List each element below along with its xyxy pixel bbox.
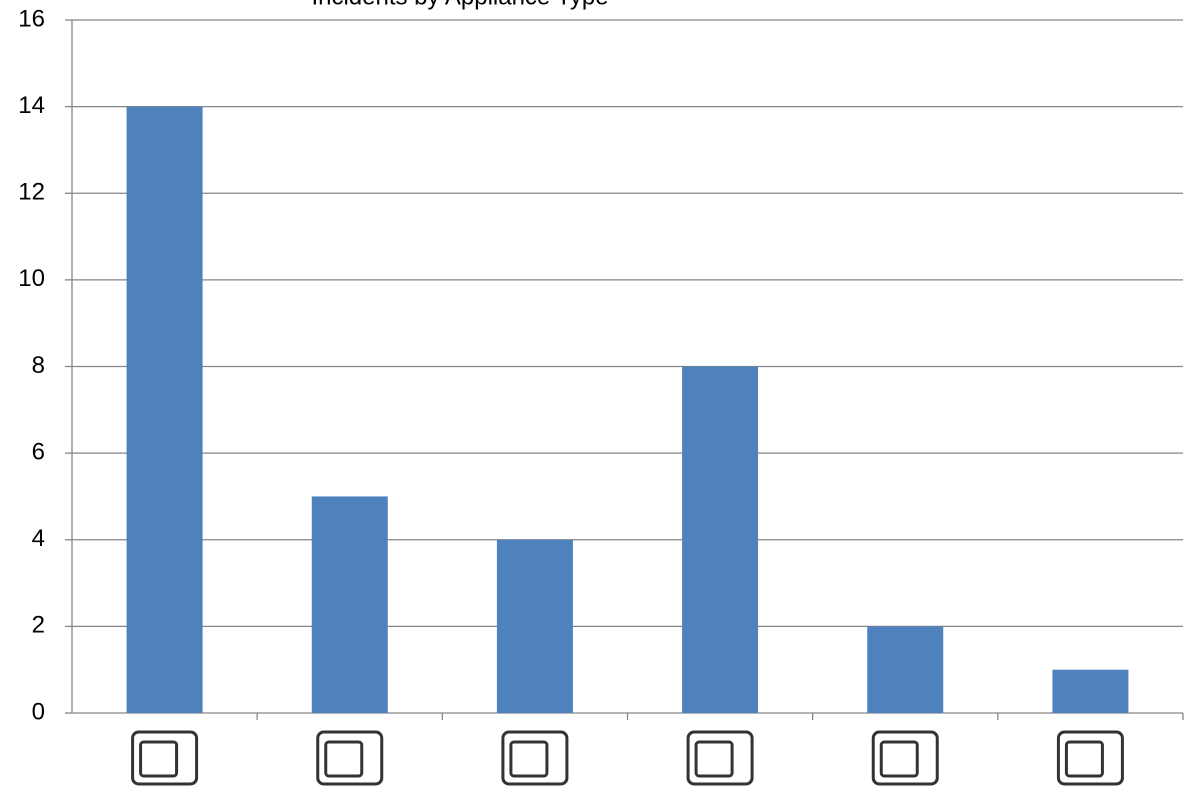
bar [311,496,388,713]
icon-window [694,740,734,778]
icon-body [871,730,939,786]
icon-body [1056,730,1124,786]
bar [867,626,944,713]
y-tick-label: 14 [18,92,45,119]
icon-body [316,730,384,786]
icon-body [501,730,569,786]
appliance-icon [871,730,939,786]
y-tick-label: 2 [32,612,45,639]
appliance-icon [131,730,199,786]
chart-title: Incidents by Appliance Type [311,0,608,10]
y-tick-label: 6 [32,438,45,465]
appliance-icon [316,730,384,786]
appliance-icon [1056,730,1124,786]
icon-body [686,730,754,786]
bar [1052,669,1129,713]
y-tick-label: 10 [18,265,45,292]
y-tick-label: 12 [18,179,45,206]
icon-window [509,740,549,778]
appliance-icon [501,730,569,786]
y-tick-label: 16 [18,5,45,32]
y-tick-label: 4 [32,525,45,552]
icon-body [131,730,199,786]
bar [496,539,573,713]
y-tick-label: 0 [32,698,45,725]
icon-window [1064,740,1104,778]
appliance-icon [686,730,754,786]
bar [126,106,203,713]
icon-window [879,740,919,778]
icon-window [139,740,179,778]
y-tick-label: 8 [32,352,45,379]
icon-window [324,740,364,778]
bar [682,366,759,713]
